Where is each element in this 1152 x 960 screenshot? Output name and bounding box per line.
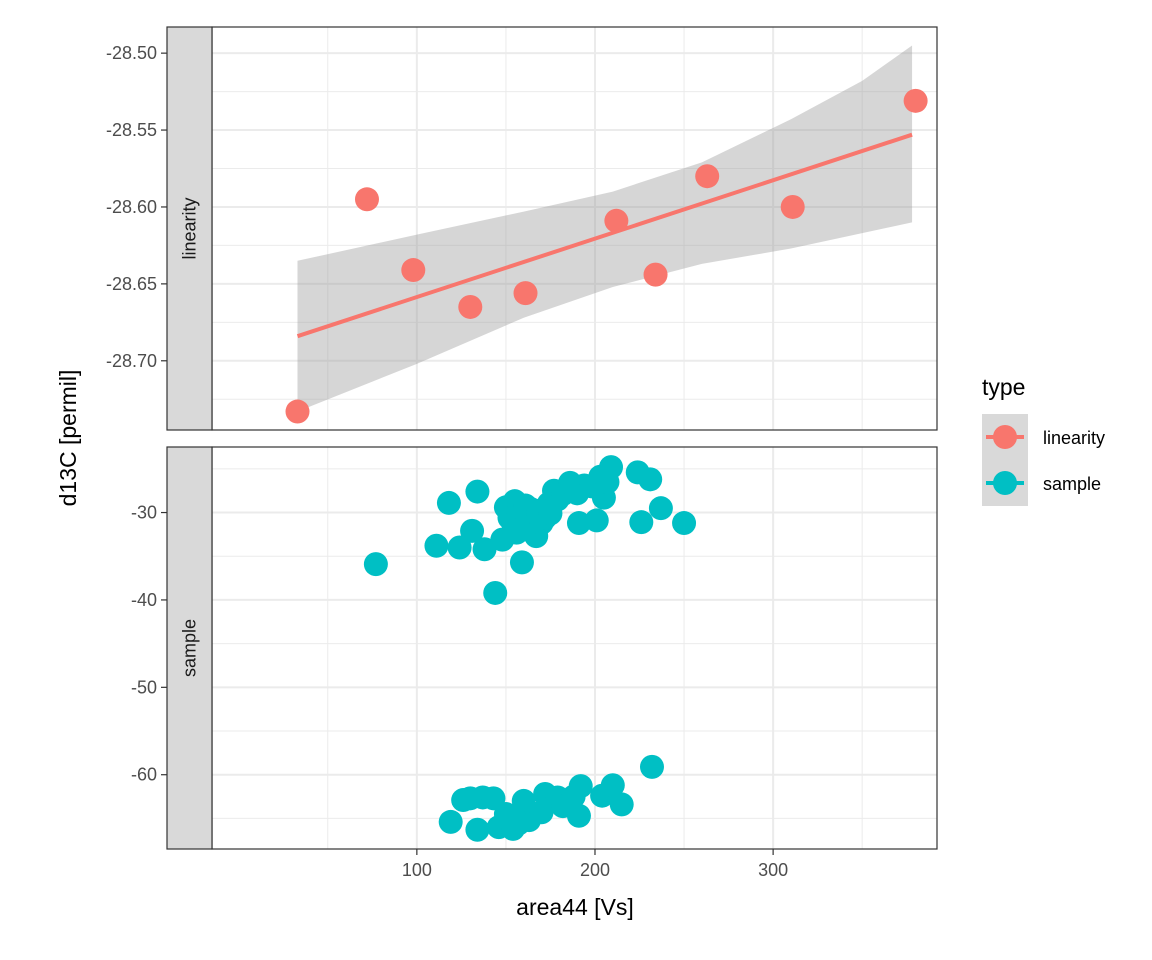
y-tick-label: -28.65 xyxy=(106,274,157,294)
regression-line xyxy=(296,132,913,339)
panel-linearity: linearity -28.50 -28.55 -28.60 -28.65 -28.70 xyxy=(106,26,938,431)
facet-strip-linearity xyxy=(166,26,213,431)
data-point-linearity xyxy=(354,187,379,212)
data-point-sample xyxy=(566,803,591,828)
panel-background xyxy=(212,27,937,430)
data-point-sample xyxy=(600,773,625,798)
data-point-sample xyxy=(584,508,609,533)
data-point-sample xyxy=(509,550,534,575)
data-point-sample xyxy=(460,518,485,543)
facet-strip-label-linearity: linearity xyxy=(180,197,200,259)
legend: type linearity sample xyxy=(982,374,1105,506)
data-point-sample xyxy=(465,479,490,504)
x-tick-label: 200 xyxy=(580,860,610,880)
data-point-sample xyxy=(599,455,624,480)
legend-keys xyxy=(982,414,1028,506)
data-point-linearity xyxy=(695,164,720,189)
data-point-sample xyxy=(436,490,461,515)
facet-strip-sample xyxy=(166,446,213,850)
y-tick-label: -30 xyxy=(131,503,157,523)
data-point-sample xyxy=(629,510,654,535)
data-point-sample xyxy=(566,511,591,536)
y-tick-label: -28.50 xyxy=(106,43,157,63)
facet-strip-label-sample: sample xyxy=(180,619,200,677)
y-tick-label: -28.70 xyxy=(106,351,157,371)
data-point-linearity xyxy=(285,399,310,424)
y-tick-label: -28.60 xyxy=(106,197,157,217)
data-point-sample xyxy=(672,511,697,536)
confidence-band xyxy=(297,45,913,412)
data-point-linearity xyxy=(643,262,668,287)
data-point-sample xyxy=(639,754,664,779)
legend-key-point-linearity xyxy=(993,425,1017,449)
data-point-linearity xyxy=(780,194,805,219)
y-tick-label: -50 xyxy=(131,677,157,697)
data-point-sample xyxy=(472,537,497,562)
data-point-sample xyxy=(529,800,554,825)
data-point-linearity xyxy=(401,258,426,283)
data-point-sample xyxy=(502,806,527,831)
data-point-sample xyxy=(465,817,490,842)
x-tick-label: 300 xyxy=(758,860,788,880)
legend-label-sample: sample xyxy=(1043,474,1101,494)
y-tick-label: -40 xyxy=(131,590,157,610)
x-axis: 100 200 300 xyxy=(402,849,788,880)
data-point-sample xyxy=(424,533,449,558)
data-point-linearity xyxy=(513,281,538,306)
panel-sample: sample -30 -40 -50 -60 xyxy=(131,446,938,850)
data-point-sample xyxy=(447,535,472,560)
legend-key-point-sample xyxy=(993,471,1017,495)
data-point-linearity xyxy=(604,208,629,233)
panels-layer: linearity -28.50 -28.55 -28.60 -28.65 -28.70 s… xyxy=(106,26,938,880)
data-point-sample xyxy=(638,467,663,492)
y-axis-title: d13C [permil] xyxy=(55,370,81,507)
data-point-sample xyxy=(568,774,593,799)
x-axis-title: area44 [Vs] xyxy=(516,894,634,920)
data-point-linearity xyxy=(458,294,483,319)
data-point-sample xyxy=(648,496,673,521)
legend-title: type xyxy=(982,374,1025,400)
y-tick-label: -28.55 xyxy=(106,120,157,140)
data-point-sample xyxy=(363,552,388,577)
legend-label-linearity: linearity xyxy=(1043,428,1105,448)
data-point-sample xyxy=(483,580,508,605)
data-point-sample xyxy=(609,792,634,817)
x-tick-label: 100 xyxy=(402,860,432,880)
data-point-sample xyxy=(438,809,463,834)
data-point-linearity xyxy=(903,88,928,113)
y-tick-label: -60 xyxy=(131,765,157,785)
